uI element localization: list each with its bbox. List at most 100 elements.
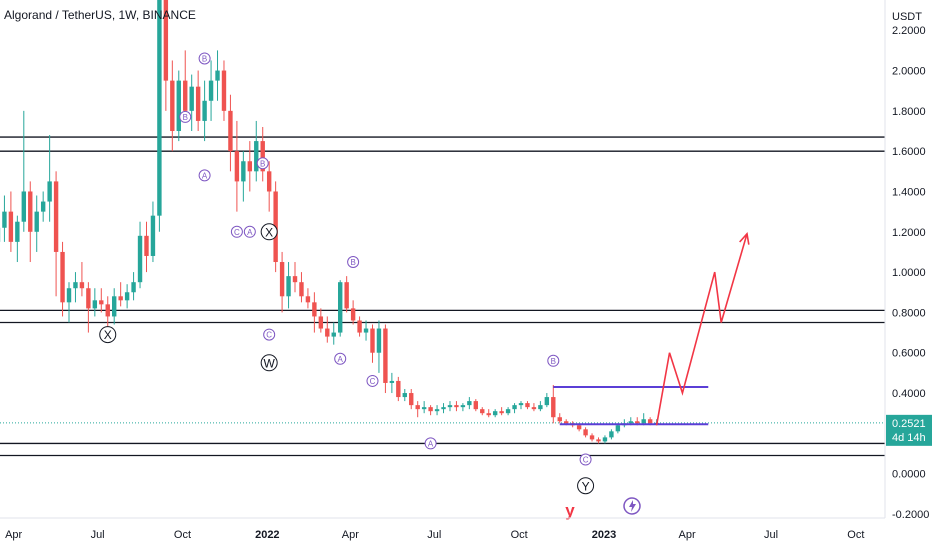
- candle-body[interactable]: [551, 397, 555, 417]
- candle-body[interactable]: [409, 393, 413, 405]
- candle-body[interactable]: [151, 216, 155, 256]
- wave-label-major[interactable]: X: [261, 224, 277, 240]
- candle-body[interactable]: [209, 81, 213, 101]
- candle-body[interactable]: [248, 161, 252, 171]
- candle-body[interactable]: [280, 262, 284, 296]
- candle-body[interactable]: [106, 304, 110, 316]
- candle-body[interactable]: [157, 0, 161, 216]
- candle-body[interactable]: [641, 419, 645, 423]
- candle-body[interactable]: [441, 407, 445, 409]
- wave-label-minor[interactable]: C: [580, 454, 591, 465]
- candle-body[interactable]: [577, 425, 581, 429]
- wave-label-major[interactable]: X: [100, 327, 116, 343]
- candle-body[interactable]: [306, 296, 310, 302]
- wave-label-minor[interactable]: A: [244, 226, 255, 237]
- candle-body[interactable]: [267, 171, 271, 191]
- candle-body[interactable]: [415, 405, 419, 409]
- candle-body[interactable]: [86, 288, 90, 308]
- candle-body[interactable]: [254, 141, 258, 171]
- wave-label-minor[interactable]: B: [257, 158, 268, 169]
- candle-body[interactable]: [338, 282, 342, 332]
- candle-body[interactable]: [332, 333, 336, 337]
- candle-body[interactable]: [454, 405, 458, 407]
- candle-body[interactable]: [131, 282, 135, 292]
- candle-body[interactable]: [202, 101, 206, 121]
- candle-body[interactable]: [448, 405, 452, 407]
- candle-body[interactable]: [648, 419, 652, 423]
- candle-body[interactable]: [403, 393, 407, 397]
- candle-body[interactable]: [357, 320, 361, 332]
- candle-body[interactable]: [67, 288, 71, 302]
- candle-body[interactable]: [396, 381, 400, 397]
- candle-body[interactable]: [286, 276, 290, 296]
- candle-body[interactable]: [60, 252, 64, 302]
- wave-label-major[interactable]: Y: [578, 478, 594, 494]
- candle-body[interactable]: [312, 302, 316, 316]
- candle-body[interactable]: [344, 282, 348, 308]
- candle-body[interactable]: [422, 407, 426, 409]
- wave-label-minor[interactable]: A: [425, 438, 436, 449]
- candle-body[interactable]: [144, 236, 148, 256]
- candle-body[interactable]: [222, 71, 226, 111]
- candle-body[interactable]: [299, 282, 303, 296]
- candle-body[interactable]: [170, 81, 174, 131]
- candle-body[interactable]: [609, 431, 613, 437]
- candle-body[interactable]: [564, 421, 568, 423]
- lightning-icon[interactable]: [624, 498, 640, 514]
- candle-body[interactable]: [325, 329, 329, 337]
- candle-body[interactable]: [118, 296, 122, 300]
- candle-body[interactable]: [383, 329, 387, 383]
- candle-body[interactable]: [525, 403, 529, 407]
- candle-body[interactable]: [112, 296, 116, 316]
- candle-body[interactable]: [241, 161, 245, 181]
- wave-label-minor[interactable]: B: [180, 111, 191, 122]
- candle-body[interactable]: [9, 212, 13, 242]
- candle-body[interactable]: [519, 403, 523, 405]
- candle-body[interactable]: [596, 439, 600, 441]
- candle-body[interactable]: [467, 401, 471, 405]
- candle-body[interactable]: [635, 421, 639, 423]
- candle-body[interactable]: [41, 202, 45, 212]
- wave-label-minor[interactable]: C: [264, 329, 275, 340]
- candle-body[interactable]: [28, 191, 32, 231]
- candle-body[interactable]: [435, 409, 439, 411]
- wave-label-minor[interactable]: C: [367, 375, 378, 386]
- candle-body[interactable]: [351, 308, 355, 320]
- candle-body[interactable]: [228, 111, 232, 151]
- candle-body[interactable]: [293, 276, 297, 282]
- wave-label-minor[interactable]: B: [548, 355, 559, 366]
- candle-body[interactable]: [73, 282, 77, 288]
- candle-body[interactable]: [99, 300, 103, 304]
- candle-body[interactable]: [487, 413, 491, 415]
- candle-body[interactable]: [177, 81, 181, 131]
- candle-body[interactable]: [590, 435, 594, 439]
- candle-body[interactable]: [15, 222, 19, 242]
- candle-body[interactable]: [54, 181, 58, 252]
- candle-body[interactable]: [2, 212, 6, 228]
- candle-body[interactable]: [428, 407, 432, 411]
- candle-body[interactable]: [364, 329, 368, 333]
- candle-body[interactable]: [506, 409, 510, 413]
- candle-body[interactable]: [499, 411, 503, 413]
- candle-body[interactable]: [480, 409, 484, 413]
- candle-body[interactable]: [493, 411, 497, 415]
- candle-body[interactable]: [474, 401, 478, 409]
- candle-body[interactable]: [538, 405, 542, 409]
- candle-body[interactable]: [583, 429, 587, 435]
- candle-body[interactable]: [215, 71, 219, 81]
- candle-body[interactable]: [370, 329, 374, 353]
- wave-label-minor[interactable]: C: [231, 226, 242, 237]
- wave-label-minor[interactable]: A: [199, 170, 210, 181]
- wave-label-major[interactable]: W: [261, 355, 277, 371]
- candle-body[interactable]: [47, 181, 51, 201]
- candle-body[interactable]: [138, 236, 142, 282]
- candle-body[interactable]: [377, 329, 381, 353]
- candle-body[interactable]: [93, 300, 97, 308]
- candle-body[interactable]: [235, 151, 239, 181]
- wave-label-minor[interactable]: B: [348, 257, 359, 268]
- candle-body[interactable]: [183, 81, 187, 111]
- candle-body[interactable]: [629, 421, 633, 423]
- candle-body[interactable]: [545, 397, 549, 405]
